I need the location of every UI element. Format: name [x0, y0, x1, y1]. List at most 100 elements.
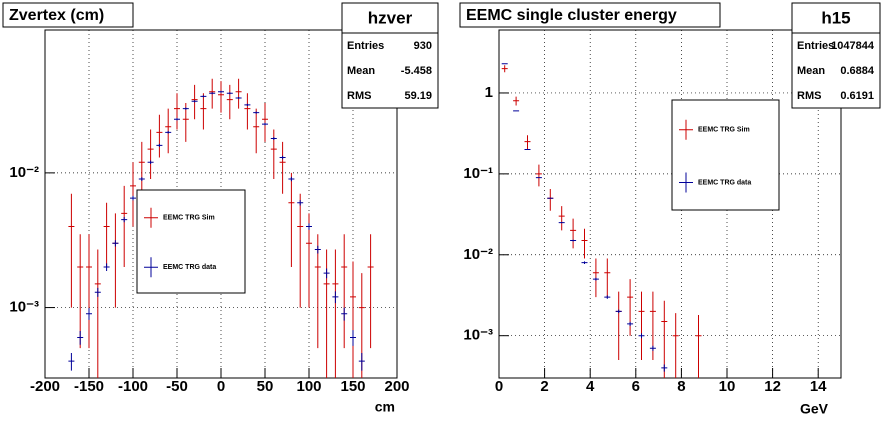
error-bar: [218, 81, 224, 113]
stats-value: 0.6191: [840, 90, 874, 102]
error-bar: [68, 352, 75, 371]
legend-label: EEMC TRG data: [163, 264, 216, 271]
x-tick-label: -200: [30, 378, 60, 395]
x-tick-label: -150: [74, 378, 104, 395]
error-bar: [306, 223, 312, 230]
error-bar: [235, 78, 242, 109]
error-bar: [226, 84, 233, 120]
legend-label: EEMC TRG Sim: [163, 215, 215, 222]
plot-frame: [44, 29, 398, 379]
error-bar: [672, 313, 679, 378]
error-bar: [174, 93, 180, 130]
error-bar: [182, 107, 189, 110]
x-tick-label: 150: [340, 378, 365, 395]
legend-marker: [679, 172, 693, 193]
error-bar: [341, 234, 348, 349]
x-tick-label: 200: [384, 378, 409, 395]
x-axis-label: cm: [375, 399, 395, 415]
error-bar: [244, 103, 251, 106]
error-bar: [695, 315, 702, 378]
error-bar: [332, 291, 339, 304]
error-bar: [323, 268, 330, 279]
error-bar: [165, 108, 172, 154]
stats-value: 930: [414, 40, 432, 52]
error-bar: [121, 217, 128, 223]
error-bar: [218, 90, 224, 93]
error-bar: [235, 96, 242, 99]
error-bar: [253, 108, 260, 154]
stats-name: h15: [821, 8, 850, 27]
legend-marker: [679, 119, 693, 140]
legend-marker: [144, 257, 158, 278]
error-bar: [358, 352, 365, 371]
error-bar: [244, 93, 251, 130]
stats-value: 59.19: [404, 90, 432, 102]
error-bar: [592, 277, 599, 281]
y-tick-label: 1: [485, 84, 493, 101]
x-tick-label: -100: [118, 378, 148, 395]
error-bar: [314, 245, 321, 254]
error-bar: [350, 261, 356, 378]
error-bar: [513, 96, 520, 106]
legend-marker: [144, 207, 158, 228]
error-bar: [68, 193, 75, 308]
error-bar: [350, 330, 356, 346]
error-bar: [94, 249, 101, 378]
error-bar: [130, 195, 136, 201]
error-bar: [200, 95, 207, 98]
error-bar: [262, 103, 268, 142]
legend-label: EEMC TRG data: [698, 179, 751, 186]
x-tick-label: -50: [166, 378, 188, 395]
legend-box: [671, 99, 780, 211]
error-bar: [279, 141, 286, 194]
error-bar: [638, 291, 645, 361]
error-bar: [77, 330, 84, 345]
error-bar: [535, 164, 542, 187]
error-bar: [200, 93, 207, 130]
error-bar: [165, 131, 172, 134]
error-bar: [138, 141, 145, 194]
x-tick-label: 50: [257, 378, 274, 395]
stats-name: hzver: [368, 8, 413, 27]
error-bar: [191, 100, 198, 103]
stats-value: -5.458: [401, 65, 432, 77]
error-bar: [209, 92, 216, 95]
chart-title: EEMC single cluster energy: [466, 7, 677, 24]
error-bar: [558, 221, 565, 224]
error-bar: [112, 213, 119, 308]
y-tick-label: 10⁻³: [9, 299, 39, 316]
error-bar: [297, 193, 304, 308]
error-bar: [86, 234, 92, 349]
error-bar: [262, 122, 268, 126]
error-bar: [638, 333, 645, 339]
error-bar: [174, 118, 180, 121]
x-tick-label: 14: [810, 378, 827, 395]
error-bar: [288, 176, 295, 182]
x-tick-label: 10: [719, 378, 736, 395]
x-tick-label: 0: [495, 378, 503, 395]
error-bar: [661, 364, 668, 372]
error-bar: [524, 135, 531, 150]
stats-box: [341, 2, 439, 109]
x-tick-label: 12: [764, 378, 781, 395]
error-bar: [156, 114, 163, 158]
error-bar: [615, 291, 622, 361]
legend-box: [136, 189, 246, 294]
title-box: [2, 2, 134, 28]
error-bar: [615, 309, 622, 314]
error-bar: [112, 240, 119, 247]
error-bar: [341, 307, 348, 321]
y-tick-label: 10⁻²: [9, 164, 39, 181]
stats-box: [791, 2, 881, 109]
y-tick-label: 10⁻²: [463, 246, 493, 263]
error-bar: [535, 177, 542, 179]
error-bar: [147, 160, 154, 164]
error-bar: [270, 137, 277, 140]
x-tick-label: 8: [677, 378, 685, 395]
legend-label: EEMC TRG Sim: [698, 127, 750, 134]
error-bar: [288, 172, 295, 268]
stats-label: Mean: [797, 65, 825, 77]
error-bar: [121, 185, 128, 268]
error-bar: [627, 279, 634, 336]
